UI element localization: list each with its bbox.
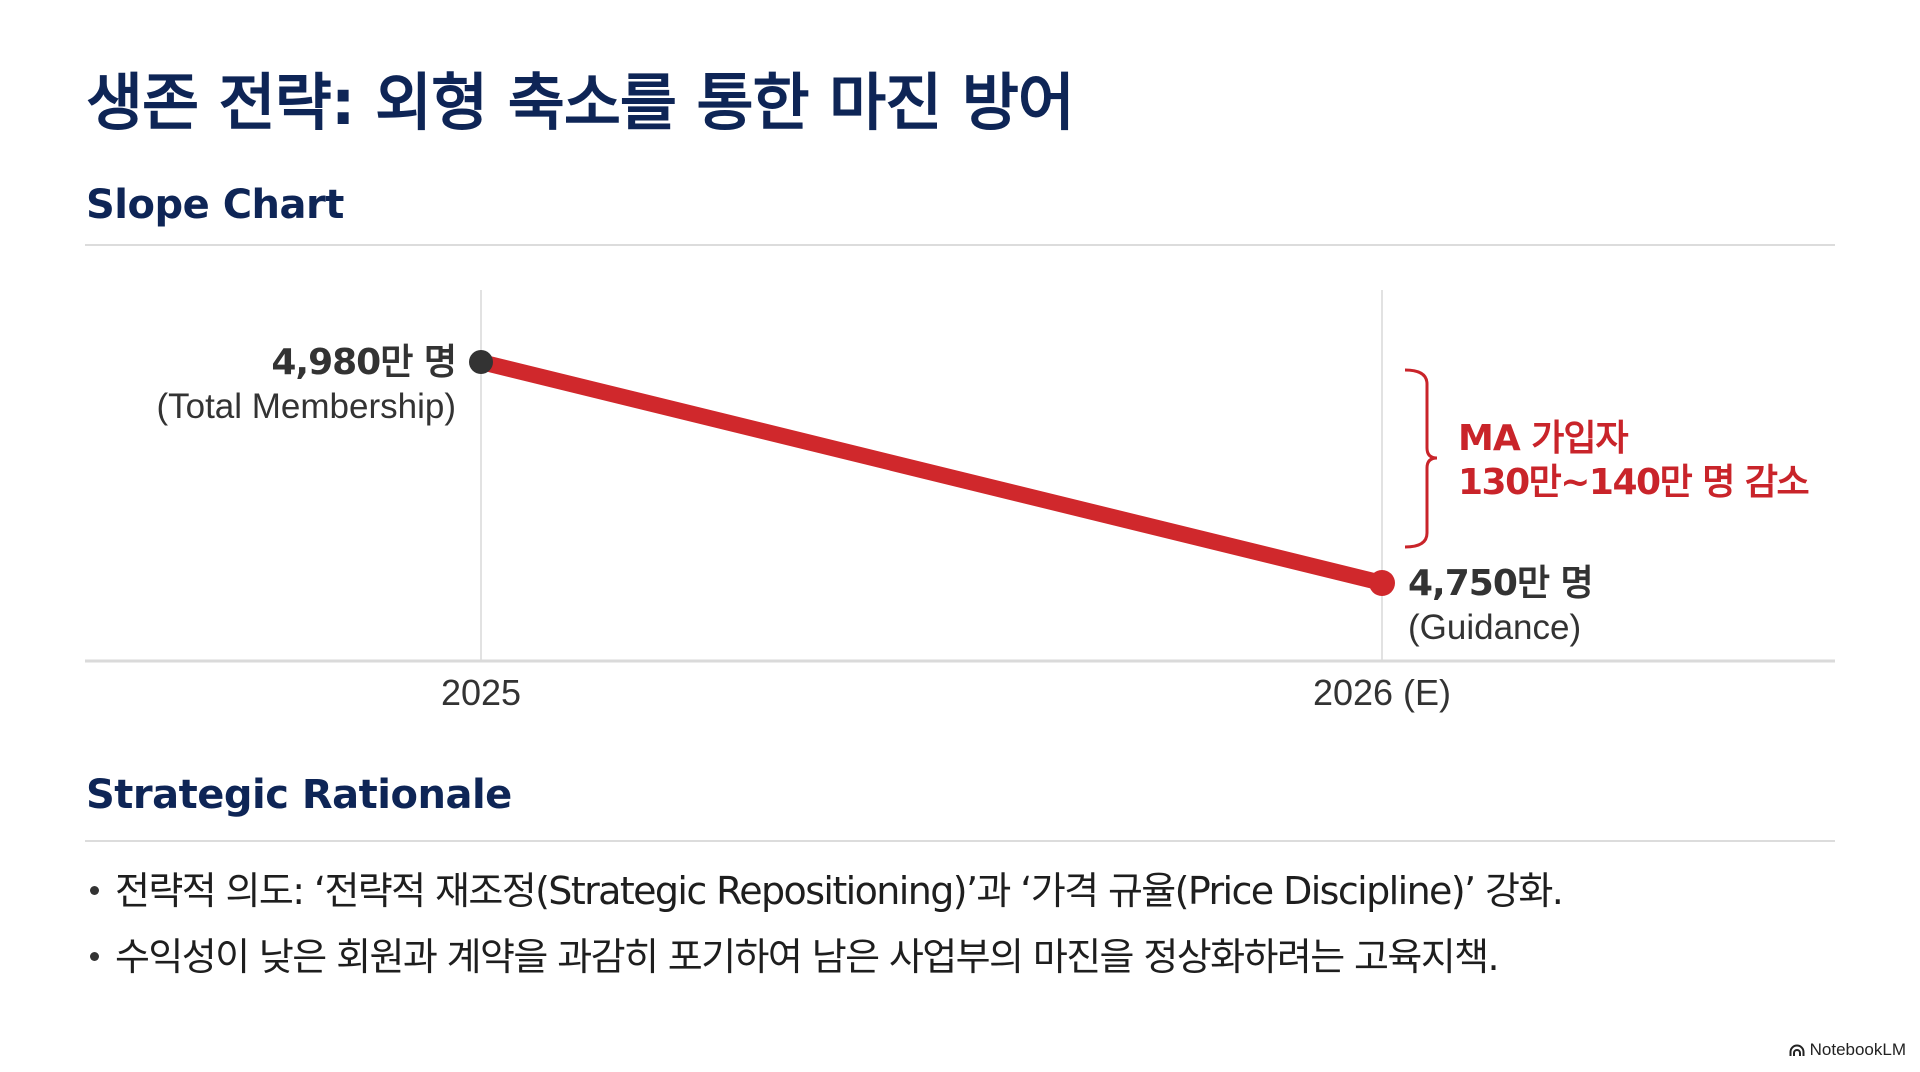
page-title: 생존 전략: 외형 축소를 통한 마진 방어 (86, 66, 1075, 139)
data-point (1369, 570, 1395, 596)
data-label-value: 4,980만 명 (271, 342, 456, 383)
bullet-icon (90, 886, 99, 895)
data-label-value: 4,750만 명 (1408, 563, 1593, 604)
chart-heading-divider (85, 244, 1835, 246)
data-label-sublabel: (Guidance) (1408, 608, 1581, 647)
annotation-line: MA 가입자 (1458, 418, 1628, 459)
notebooklm-logo-icon (1789, 1044, 1805, 1056)
rationale-bullet: 수익성이 낮은 회원과 계약을 과감히 포기하여 남은 사업부의 마진을 정상화… (90, 928, 1562, 994)
brace-bracket (1404, 368, 1438, 549)
rationale-bullet-text: 전략적 의도: ‘전략적 재조정(Strategic Repositioning… (115, 869, 1564, 913)
data-label-sublabel: (Total Membership) (156, 387, 456, 426)
rationale-list: 전략적 의도: ‘전략적 재조정(Strategic Repositioning… (90, 862, 1564, 994)
x-tick-label: 2025 (441, 672, 521, 713)
x-tick-label: 2026 (E) (1313, 672, 1451, 713)
slope-chart-heading: Slope Chart (86, 182, 344, 228)
bullet-icon (90, 952, 99, 961)
rationale-bullet: 전략적 의도: ‘전략적 재조정(Strategic Repositioning… (90, 862, 1564, 928)
data-point (469, 350, 493, 374)
brand-label: NotebookLM (1809, 1040, 1906, 1059)
annotation-line: 130만~140만 명 감소 (1458, 462, 1809, 503)
slope-line (479, 354, 1384, 591)
notebooklm-brand: NotebookLM (1789, 1040, 1906, 1060)
strategic-rationale-heading: Strategic Rationale (86, 772, 512, 818)
rationale-bullet-text: 수익성이 낮은 회원과 계약을 과감히 포기하여 남은 사업부의 마진을 정상화… (115, 935, 1500, 979)
rationale-heading-divider (85, 840, 1835, 842)
